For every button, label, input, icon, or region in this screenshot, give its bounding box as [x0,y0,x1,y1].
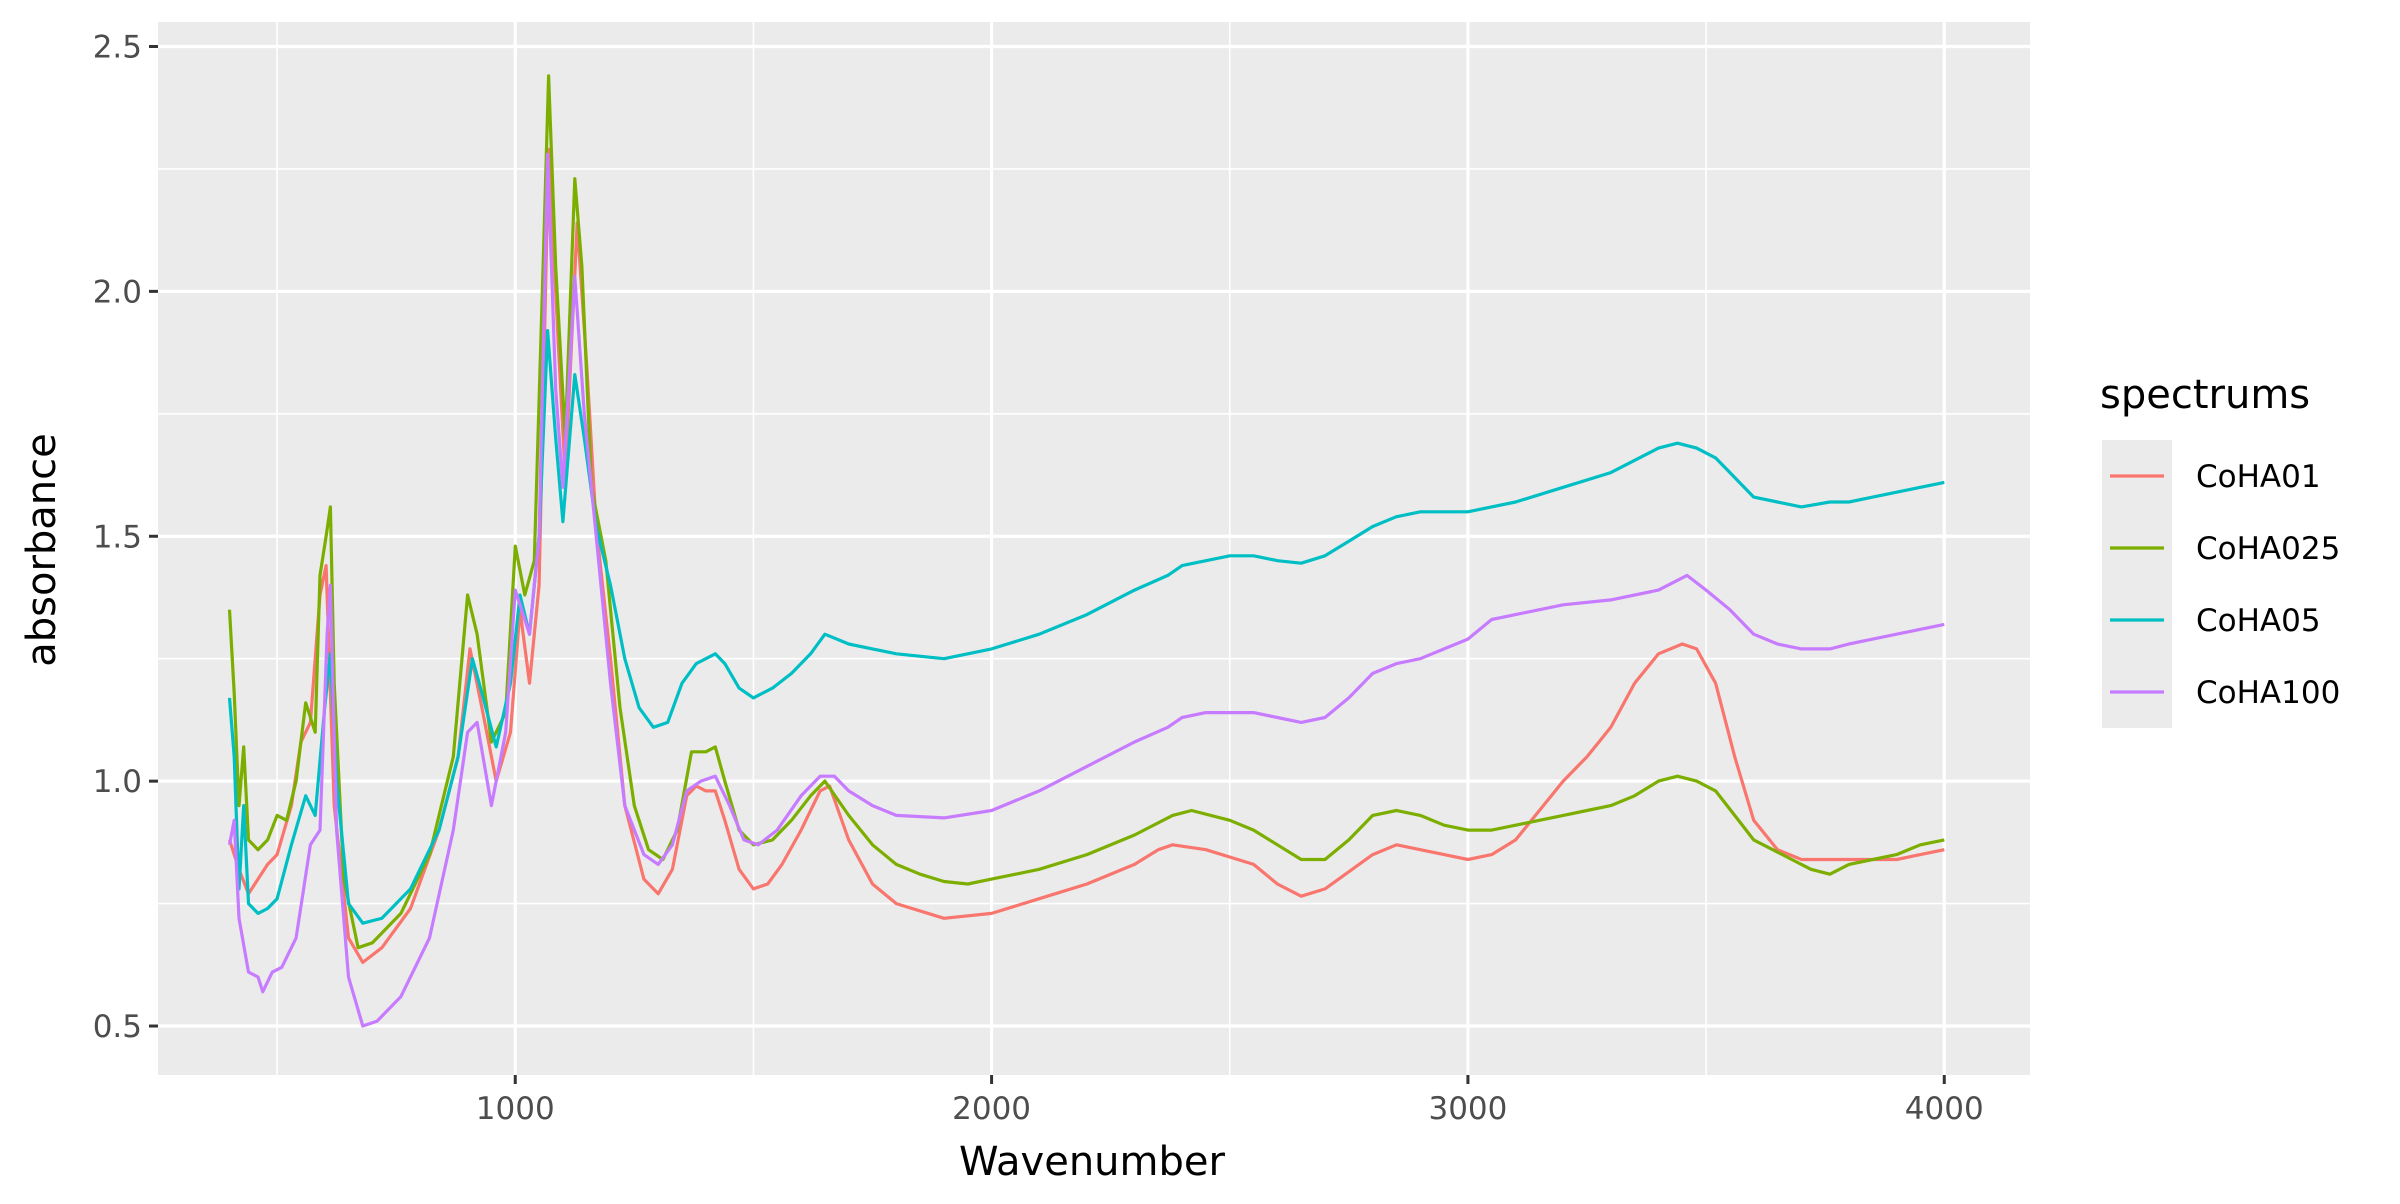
legend-label: CoHA01 [2196,459,2321,495]
x-axis-title: Wavenumber [959,1139,1225,1185]
legend-item-coha01: CoHA01 [2102,440,2321,512]
major-gridlines [158,22,2030,1075]
y-tick-label: 1.0 [93,764,142,800]
y-tick-label: 2.5 [93,29,142,65]
legend-item-coha025: CoHA025 [2102,512,2340,584]
series-line-coha01 [227,147,1945,964]
legend: spectrums CoHA01 CoHA025 CoHA05 CoHA100 [2100,372,2340,728]
legend-label: CoHA025 [2196,531,2340,567]
series-line-coha100 [227,152,1945,1028]
legend-label: CoHA05 [2196,603,2321,639]
series-line-coha05 [227,329,1945,925]
y-tick-label: 1.5 [93,519,142,555]
series-lines [227,74,1945,1028]
legend-label: CoHA100 [2196,675,2340,711]
y-tick-label: 0.5 [93,1009,142,1045]
y-axis-tick-labels: 0.5 1.0 1.5 2.0 2.5 [93,29,142,1045]
legend-items: CoHA01 CoHA025 CoHA05 CoHA100 [2102,440,2340,728]
legend-title: spectrums [2100,372,2310,418]
plot-panel [158,22,2030,1075]
legend-item-coha05: CoHA05 [2102,584,2321,656]
series-line-coha025 [227,74,1945,950]
x-tick-label: 2000 [952,1091,1031,1127]
minor-gridlines [158,22,2030,1075]
y-axis-title: absorbance [19,433,65,667]
x-tick-label: 4000 [1905,1091,1984,1127]
legend-item-coha100: CoHA100 [2102,656,2340,728]
x-tick-label: 1000 [476,1091,555,1127]
y-tick-label: 2.0 [93,274,142,310]
x-axis-tick-labels: 1000 2000 3000 4000 [476,1091,1984,1127]
x-tick-label: 3000 [1428,1091,1507,1127]
axis-ticks [149,44,1946,1084]
